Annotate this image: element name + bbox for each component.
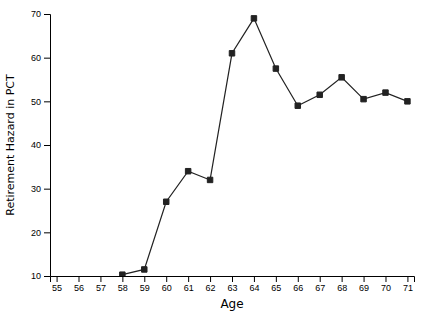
x-tick-label: 63 bbox=[227, 283, 237, 293]
y-tick-label: 50 bbox=[31, 97, 41, 107]
x-axis: 55 56 57 58 59 60 61 62 63 64 65 66 67 68 69 70 71 bbox=[51, 276, 415, 293]
x-tick-label: 60 bbox=[162, 283, 172, 293]
y-axis-line bbox=[44, 15, 51, 277]
y-tick-label: 70 bbox=[31, 9, 41, 19]
x-tick: 58 bbox=[118, 276, 128, 293]
y-tick-mark bbox=[44, 276, 50, 277]
x-tick-label: 55 bbox=[52, 283, 62, 293]
point bbox=[273, 66, 278, 71]
x-tick: 64 bbox=[249, 276, 259, 293]
y-tick-mark bbox=[44, 101, 50, 102]
x-tick-mark bbox=[79, 276, 80, 282]
y-tick-mark bbox=[44, 189, 50, 190]
x-tick-mark bbox=[166, 276, 167, 282]
x-tick-mark bbox=[407, 276, 408, 282]
x-tick-label: 58 bbox=[118, 283, 128, 293]
x-tick-label: 59 bbox=[140, 283, 150, 293]
x-tick-mark bbox=[276, 276, 277, 282]
y-tick: 50 bbox=[31, 97, 50, 107]
y-tick: 40 bbox=[31, 140, 50, 150]
y-tick-label: 40 bbox=[31, 140, 41, 150]
point bbox=[295, 103, 300, 108]
x-tick-label: 67 bbox=[315, 283, 325, 293]
x-tick-mark bbox=[232, 276, 233, 282]
x-tick: 65 bbox=[271, 276, 281, 293]
y-tick: 60 bbox=[31, 53, 50, 63]
y-tick: 30 bbox=[31, 184, 50, 194]
x-tick: 69 bbox=[359, 276, 369, 293]
x-tick: 67 bbox=[315, 276, 325, 293]
y-axis: 10 20 30 40 50 60 70 bbox=[31, 9, 51, 281]
x-tick-label: 70 bbox=[381, 283, 391, 293]
point bbox=[207, 177, 212, 182]
x-tick-label: 66 bbox=[293, 283, 303, 293]
x-tick: 62 bbox=[206, 276, 216, 293]
point bbox=[383, 90, 388, 95]
x-tick-mark bbox=[122, 276, 123, 282]
x-tick-mark bbox=[188, 276, 189, 282]
x-tick: 55 bbox=[52, 276, 62, 293]
y-tick-label: 10 bbox=[31, 271, 41, 281]
x-tick-mark bbox=[57, 276, 58, 282]
point bbox=[405, 99, 410, 104]
y-axis-title: Retirement Hazard in PCT bbox=[4, 74, 17, 216]
x-tick-label: 62 bbox=[206, 283, 216, 293]
point bbox=[339, 75, 344, 80]
y-tick-mark bbox=[44, 58, 50, 59]
x-tick-label: 57 bbox=[96, 283, 106, 293]
x-tick-mark bbox=[342, 276, 343, 282]
x-tick: 70 bbox=[381, 276, 391, 293]
point bbox=[163, 199, 168, 204]
x-tick-label: 56 bbox=[74, 283, 84, 293]
point bbox=[251, 16, 256, 21]
y-tick-mark bbox=[44, 145, 50, 146]
y-tick: 20 bbox=[31, 228, 50, 238]
x-tick: 57 bbox=[96, 276, 106, 293]
plot: 55 56 57 58 59 60 61 62 63 64 65 66 67 68 69 70 71 10 20 30… bbox=[31, 9, 415, 293]
point bbox=[120, 272, 125, 276]
point bbox=[317, 92, 322, 97]
x-axis-line bbox=[51, 277, 415, 283]
x-tick: 59 bbox=[140, 276, 150, 293]
x-tick-label: 64 bbox=[249, 283, 259, 293]
y-tick-mark bbox=[44, 14, 50, 15]
x-tick-mark bbox=[254, 276, 255, 282]
x-tick-label: 71 bbox=[403, 283, 413, 293]
x-tick-label: 69 bbox=[359, 283, 369, 293]
marks bbox=[120, 16, 411, 276]
x-tick: 68 bbox=[337, 276, 347, 293]
x-tick-label: 61 bbox=[184, 283, 194, 293]
point bbox=[361, 96, 366, 101]
point bbox=[142, 267, 147, 272]
x-tick-mark bbox=[210, 276, 211, 282]
x-tick: 63 bbox=[227, 276, 237, 293]
point bbox=[185, 168, 190, 173]
x-tick-mark bbox=[100, 276, 101, 282]
x-tick: 56 bbox=[74, 276, 84, 293]
point bbox=[229, 51, 234, 56]
x-tick-mark bbox=[298, 276, 299, 282]
x-tick: 66 bbox=[293, 276, 303, 293]
x-tick-mark bbox=[144, 276, 145, 282]
line bbox=[122, 18, 407, 274]
x-tick-mark bbox=[364, 276, 365, 282]
x-tick-mark bbox=[385, 276, 386, 282]
y-tick-mark bbox=[44, 232, 50, 233]
x-axis-title: Age bbox=[220, 297, 243, 311]
x-tick: 60 bbox=[162, 276, 172, 293]
x-tick: 61 bbox=[184, 276, 194, 293]
x-tick: 71 bbox=[403, 276, 413, 293]
y-tick: 10 bbox=[31, 271, 50, 281]
x-tick-label: 65 bbox=[271, 283, 281, 293]
x-tick-label: 68 bbox=[337, 283, 347, 293]
y-tick-label: 30 bbox=[31, 184, 41, 194]
chart: 55 56 57 58 59 60 61 62 63 64 65 66 67 68 69 70 71 10 20 30… bbox=[0, 0, 430, 316]
y-tick-label: 60 bbox=[31, 53, 41, 63]
x-tick-mark bbox=[320, 276, 321, 282]
y-tick-label: 20 bbox=[31, 228, 41, 238]
y-tick: 70 bbox=[31, 9, 50, 19]
